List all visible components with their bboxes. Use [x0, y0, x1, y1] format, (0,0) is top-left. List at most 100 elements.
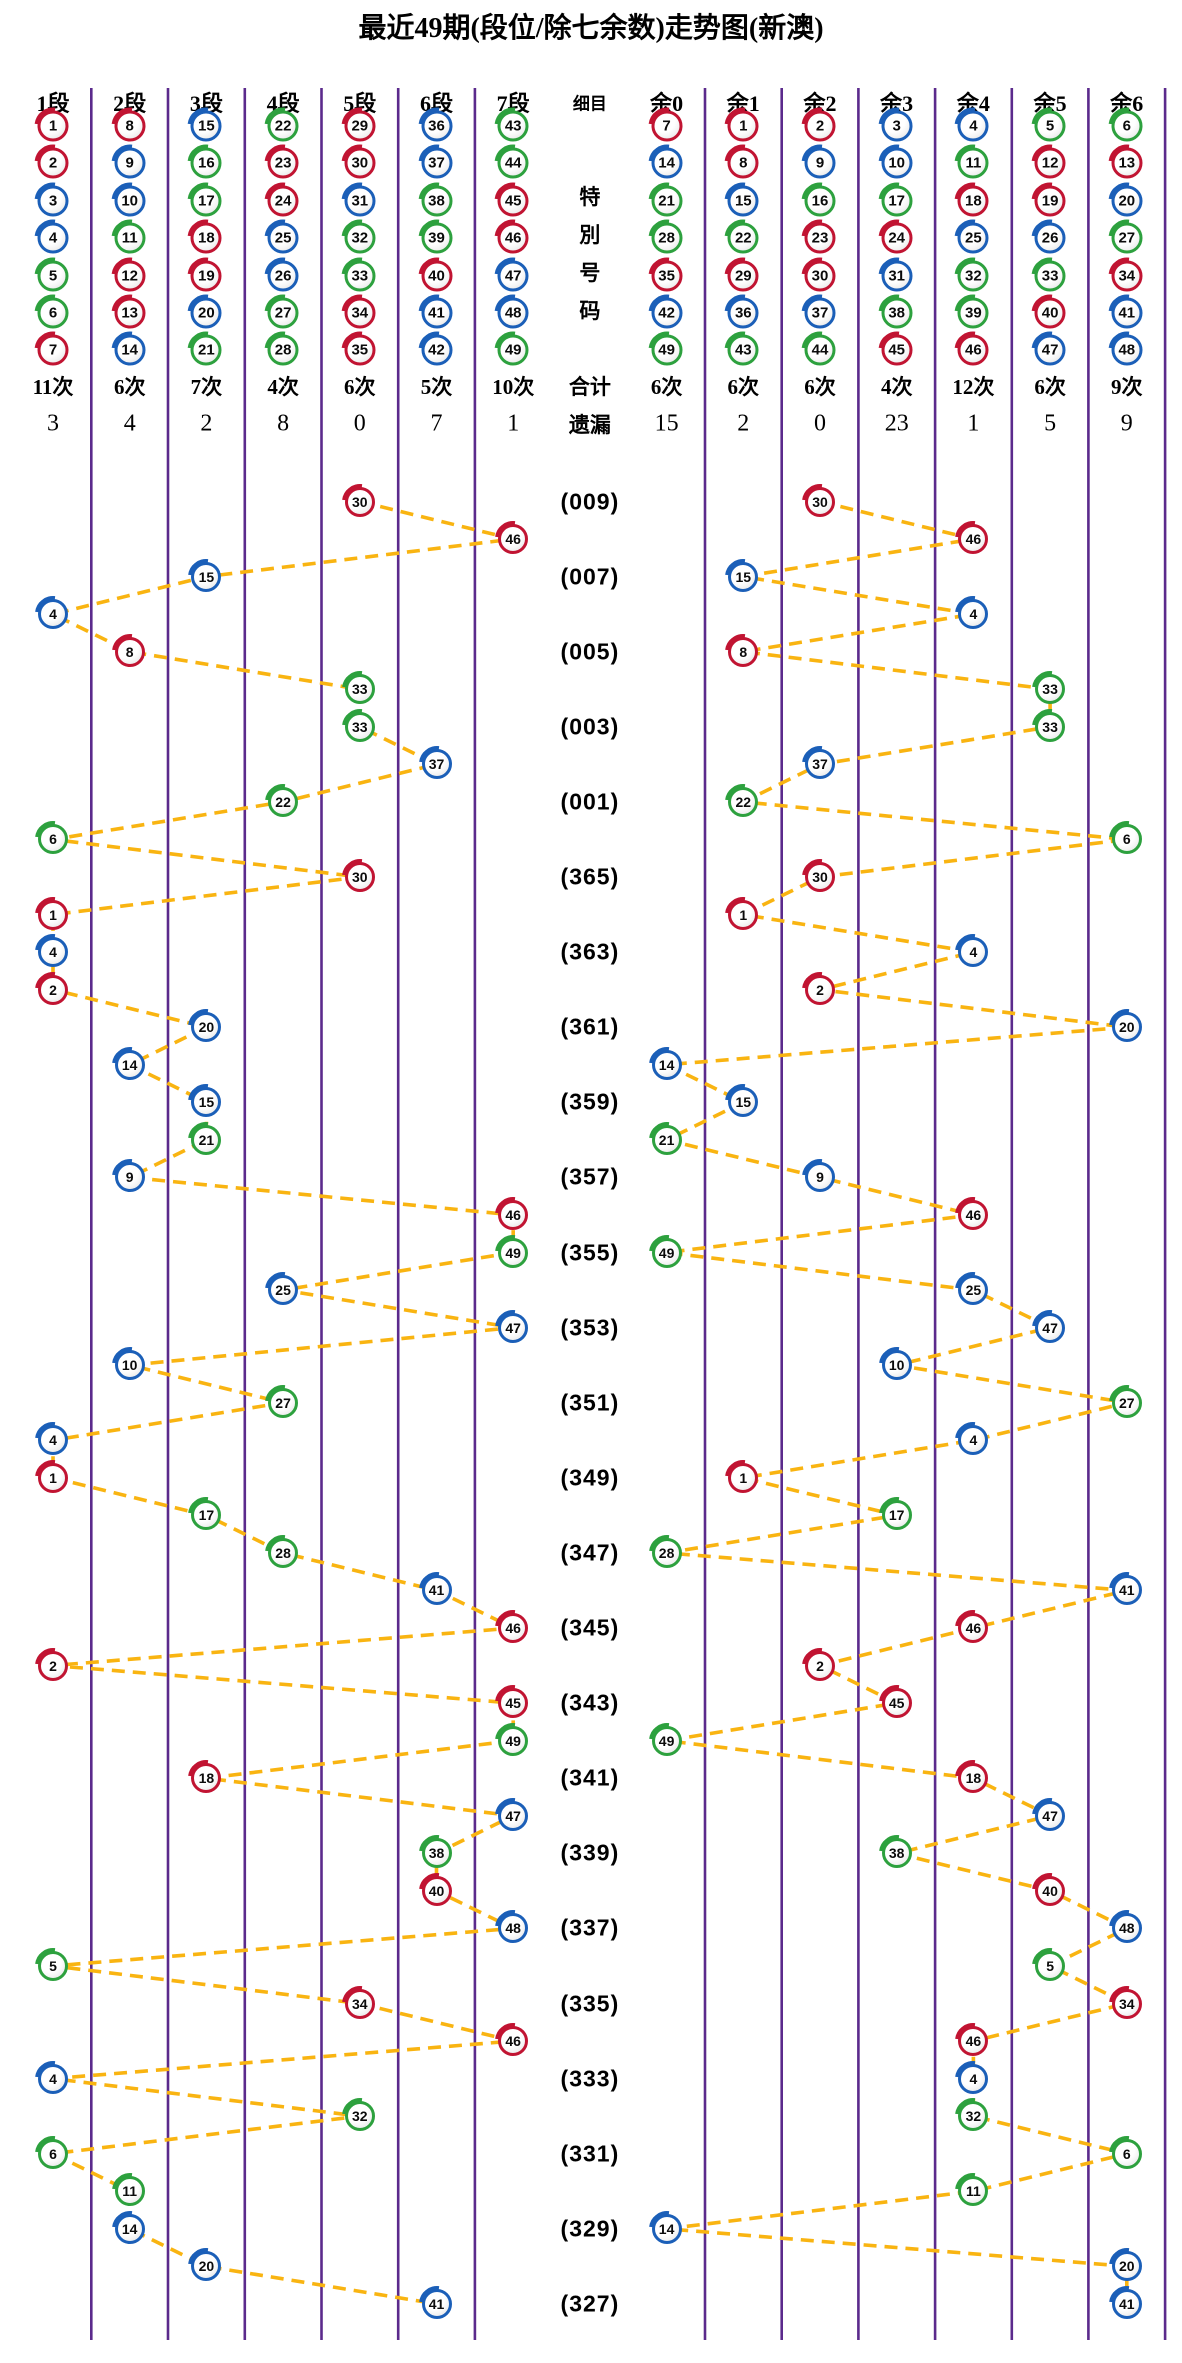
grid-ball-26: 26: [1034, 222, 1066, 254]
grid-ball-34: 34: [1111, 260, 1143, 292]
trend-ball-segment-47: 47: [498, 1312, 529, 1343]
trend-ball-segment-46: 46: [498, 2026, 529, 2057]
trend-ball-segment-6: 6: [38, 824, 68, 855]
grid-ball-27: 27: [267, 297, 299, 329]
grid-ball-21: 21: [190, 334, 222, 366]
period-label: (345): [560, 1614, 620, 1641]
grid-ball-44: 44: [497, 147, 529, 179]
trend-ball-segment-4: 4: [38, 937, 68, 968]
grid-ball-12: 12: [1034, 147, 1066, 179]
grid-ball-20: 20: [1111, 185, 1143, 217]
grid-ball-13: 13: [1111, 147, 1143, 179]
trend-ball-segment-33: 33: [344, 674, 375, 705]
trend-ball-remainder-4: 4: [958, 1425, 989, 1456]
grid-ball-29: 29: [344, 110, 376, 142]
trend-ball-remainder-18: 18: [958, 1763, 989, 1794]
trend-ball-segment-4: 4: [38, 599, 68, 630]
grid-ball-49: 49: [651, 334, 683, 366]
trend-ball-segment-9: 9: [114, 1162, 145, 1193]
grid-ball-22: 22: [267, 110, 299, 142]
grid-ball-38: 38: [881, 297, 913, 329]
grid-ball-41: 41: [421, 297, 452, 329]
grid-ball-24: 24: [881, 222, 913, 254]
period-label: (361): [560, 1013, 620, 1040]
grid-ball-35: 35: [651, 260, 683, 292]
period-label: (327): [560, 2290, 620, 2317]
grid-ball-31: 31: [881, 260, 913, 292]
trend-ball-segment-5: 5: [38, 1950, 68, 1981]
grid-ball-15: 15: [190, 110, 222, 142]
period-label: (365): [560, 863, 620, 890]
trend-ball-segment-6: 6: [38, 2138, 68, 2169]
trend-ball-segment-20: 20: [191, 2251, 222, 2282]
trend-ball-segment-33: 33: [344, 711, 375, 742]
trend-ball-remainder-22: 22: [728, 786, 759, 817]
grid-ball-40: 40: [421, 260, 452, 292]
grid-ball-42: 42: [421, 334, 452, 366]
trend-ball-remainder-34: 34: [1111, 1988, 1142, 2019]
period-label: (331): [560, 2140, 620, 2167]
trend-ball-segment-1: 1: [38, 1462, 68, 1493]
connector-line-remainders: [659, 499, 1133, 2304]
trend-ball-remainder-33: 33: [1035, 674, 1066, 705]
special-number-label-char: 号: [579, 261, 601, 285]
trend-ball-remainder-45: 45: [881, 1688, 912, 1719]
trend-ball-remainder-2: 2: [805, 974, 835, 1005]
count-cell: 4次: [880, 375, 913, 399]
grid-ball-7: 7: [651, 110, 683, 142]
grid-ball-10: 10: [114, 185, 146, 217]
grid-ball-47: 47: [1034, 334, 1066, 366]
trend-ball-remainder-37: 37: [805, 749, 835, 780]
trend-ball-remainder-21: 21: [651, 1124, 682, 1155]
trend-ball-segment-17: 17: [191, 1500, 222, 1531]
trend-ball-remainder-49: 49: [651, 1725, 682, 1756]
trend-ball-remainder-1: 1: [728, 899, 759, 930]
header-细目: 细目: [572, 94, 607, 114]
missing-cell: 1: [507, 410, 520, 437]
trend-ball-remainder-8: 8: [728, 636, 759, 667]
trend-ball-remainder-46: 46: [958, 2026, 989, 2057]
grid-ball-17: 17: [190, 185, 222, 217]
grid-ball-44: 44: [804, 334, 836, 366]
trend-ball-segment-20: 20: [191, 1012, 222, 1043]
missing-row-label: 遗漏: [568, 413, 611, 437]
grid-ball-2: 2: [37, 147, 69, 179]
period-label: (335): [560, 1990, 620, 2016]
grid-ball-6: 6: [37, 297, 69, 329]
grid-ball-3: 3: [881, 110, 913, 142]
grid-ball-38: 38: [421, 185, 452, 217]
grid-ball-9: 9: [804, 147, 836, 179]
grid-ball-18: 18: [957, 185, 989, 217]
trend-ball-remainder-48: 48: [1111, 1913, 1142, 1944]
trend-ball-segment-41: 41: [421, 1575, 452, 1606]
trend-ball-segment-30: 30: [344, 486, 375, 517]
grid-ball-14: 14: [114, 334, 146, 366]
trend-ball-segment-45: 45: [498, 1688, 529, 1719]
grid-ball-15: 15: [727, 185, 759, 217]
trend-ball-segment-46: 46: [498, 1199, 529, 1230]
grid-ball-26: 26: [267, 260, 299, 292]
trend-ball-segment-48: 48: [498, 1913, 529, 1944]
trend-ball-remainder-5: 5: [1035, 1950, 1066, 1981]
grid-ball-20: 20: [190, 297, 222, 329]
trend-ball-remainder-1: 1: [728, 1462, 759, 1493]
trend-ball-remainder-30: 30: [805, 862, 835, 892]
trend-ball-remainder-14: 14: [651, 1049, 682, 1080]
period-label: (005): [560, 638, 620, 665]
missing-cell: 2: [737, 410, 750, 437]
grid-ball-36: 36: [421, 110, 452, 142]
missing-cell: 1: [967, 410, 980, 437]
trend-ball-segment-14: 14: [114, 1049, 145, 1080]
period-label: (359): [560, 1088, 620, 1115]
count-cell: 11次: [32, 375, 74, 399]
grid-ball-19: 19: [190, 260, 222, 292]
counts-total-label: 合计: [568, 375, 611, 399]
grid-ball-47: 47: [497, 260, 529, 292]
grid-ball-16: 16: [804, 185, 836, 217]
grid-ball-25: 25: [267, 222, 299, 254]
grid-ball-12: 12: [114, 260, 146, 292]
grid-ball-48: 48: [497, 297, 529, 329]
grid-ball-22: 22: [727, 222, 759, 254]
missing-cell: 5: [1044, 410, 1057, 437]
